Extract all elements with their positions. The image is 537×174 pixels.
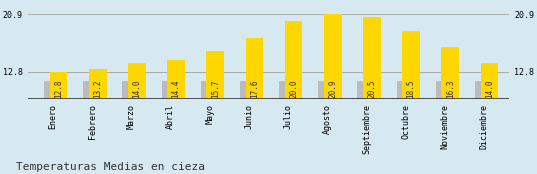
Bar xyxy=(285,21,302,99)
Text: 15.7: 15.7 xyxy=(211,80,220,98)
Text: 14.0: 14.0 xyxy=(485,80,494,98)
Bar xyxy=(324,14,342,99)
Bar xyxy=(89,69,106,99)
Bar xyxy=(240,81,247,99)
Bar xyxy=(167,61,185,99)
Bar xyxy=(162,81,169,99)
Bar xyxy=(481,63,498,99)
Text: 18.5: 18.5 xyxy=(407,80,416,98)
Bar xyxy=(122,81,129,99)
Bar xyxy=(441,47,459,99)
Bar xyxy=(50,72,67,99)
Text: 20.5: 20.5 xyxy=(367,80,376,98)
Text: 14.0: 14.0 xyxy=(133,80,141,98)
Bar xyxy=(358,81,365,99)
Text: 20.0: 20.0 xyxy=(289,80,298,98)
Text: 17.6: 17.6 xyxy=(250,80,259,98)
Bar xyxy=(475,81,482,99)
Text: 12.8: 12.8 xyxy=(54,80,63,98)
Bar xyxy=(402,31,420,99)
Bar xyxy=(44,81,51,99)
Bar xyxy=(245,38,263,99)
Bar xyxy=(396,81,404,99)
Text: Temperaturas Medias en cieza: Temperaturas Medias en cieza xyxy=(16,162,205,172)
Bar xyxy=(436,81,443,99)
Bar xyxy=(279,81,286,99)
Bar xyxy=(128,63,146,99)
Bar xyxy=(363,17,381,99)
Bar xyxy=(83,81,90,99)
Bar xyxy=(201,81,208,99)
Text: 20.9: 20.9 xyxy=(328,80,337,98)
Bar xyxy=(318,81,325,99)
Text: 16.3: 16.3 xyxy=(446,80,455,98)
Text: 14.4: 14.4 xyxy=(172,80,180,98)
Bar xyxy=(206,51,224,99)
Text: 13.2: 13.2 xyxy=(93,80,102,98)
